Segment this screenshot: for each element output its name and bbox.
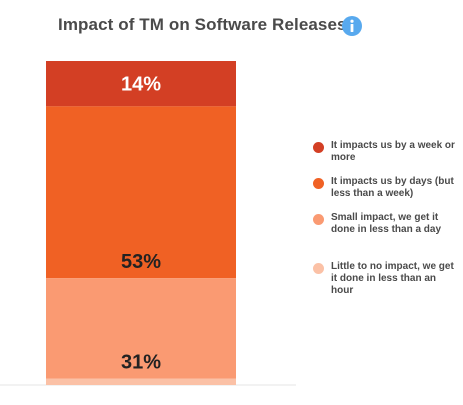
bar-segment xyxy=(46,278,236,379)
legend-swatch xyxy=(313,263,324,274)
data-label: 14% xyxy=(121,74,161,96)
legend-label: Small impact, we get it done in less tha… xyxy=(331,212,442,235)
bar-segment xyxy=(46,106,236,279)
bar-segment xyxy=(46,61,236,107)
legend-swatch xyxy=(313,214,324,225)
legend-swatch xyxy=(313,142,324,153)
legend-label: It impacts us by a week or more xyxy=(331,140,455,163)
info-icon[interactable] xyxy=(342,16,362,36)
bar-segment xyxy=(46,378,236,385)
data-label: 53% xyxy=(121,251,161,273)
chart-title: Impact of TM on Software Releases xyxy=(58,15,347,34)
legend-label: It impacts us by days (but less than a w… xyxy=(331,176,454,199)
data-label: 31% xyxy=(121,352,161,374)
legend-label: Little to no impact, we get it done in l… xyxy=(331,261,454,296)
legend-swatch xyxy=(313,178,324,189)
